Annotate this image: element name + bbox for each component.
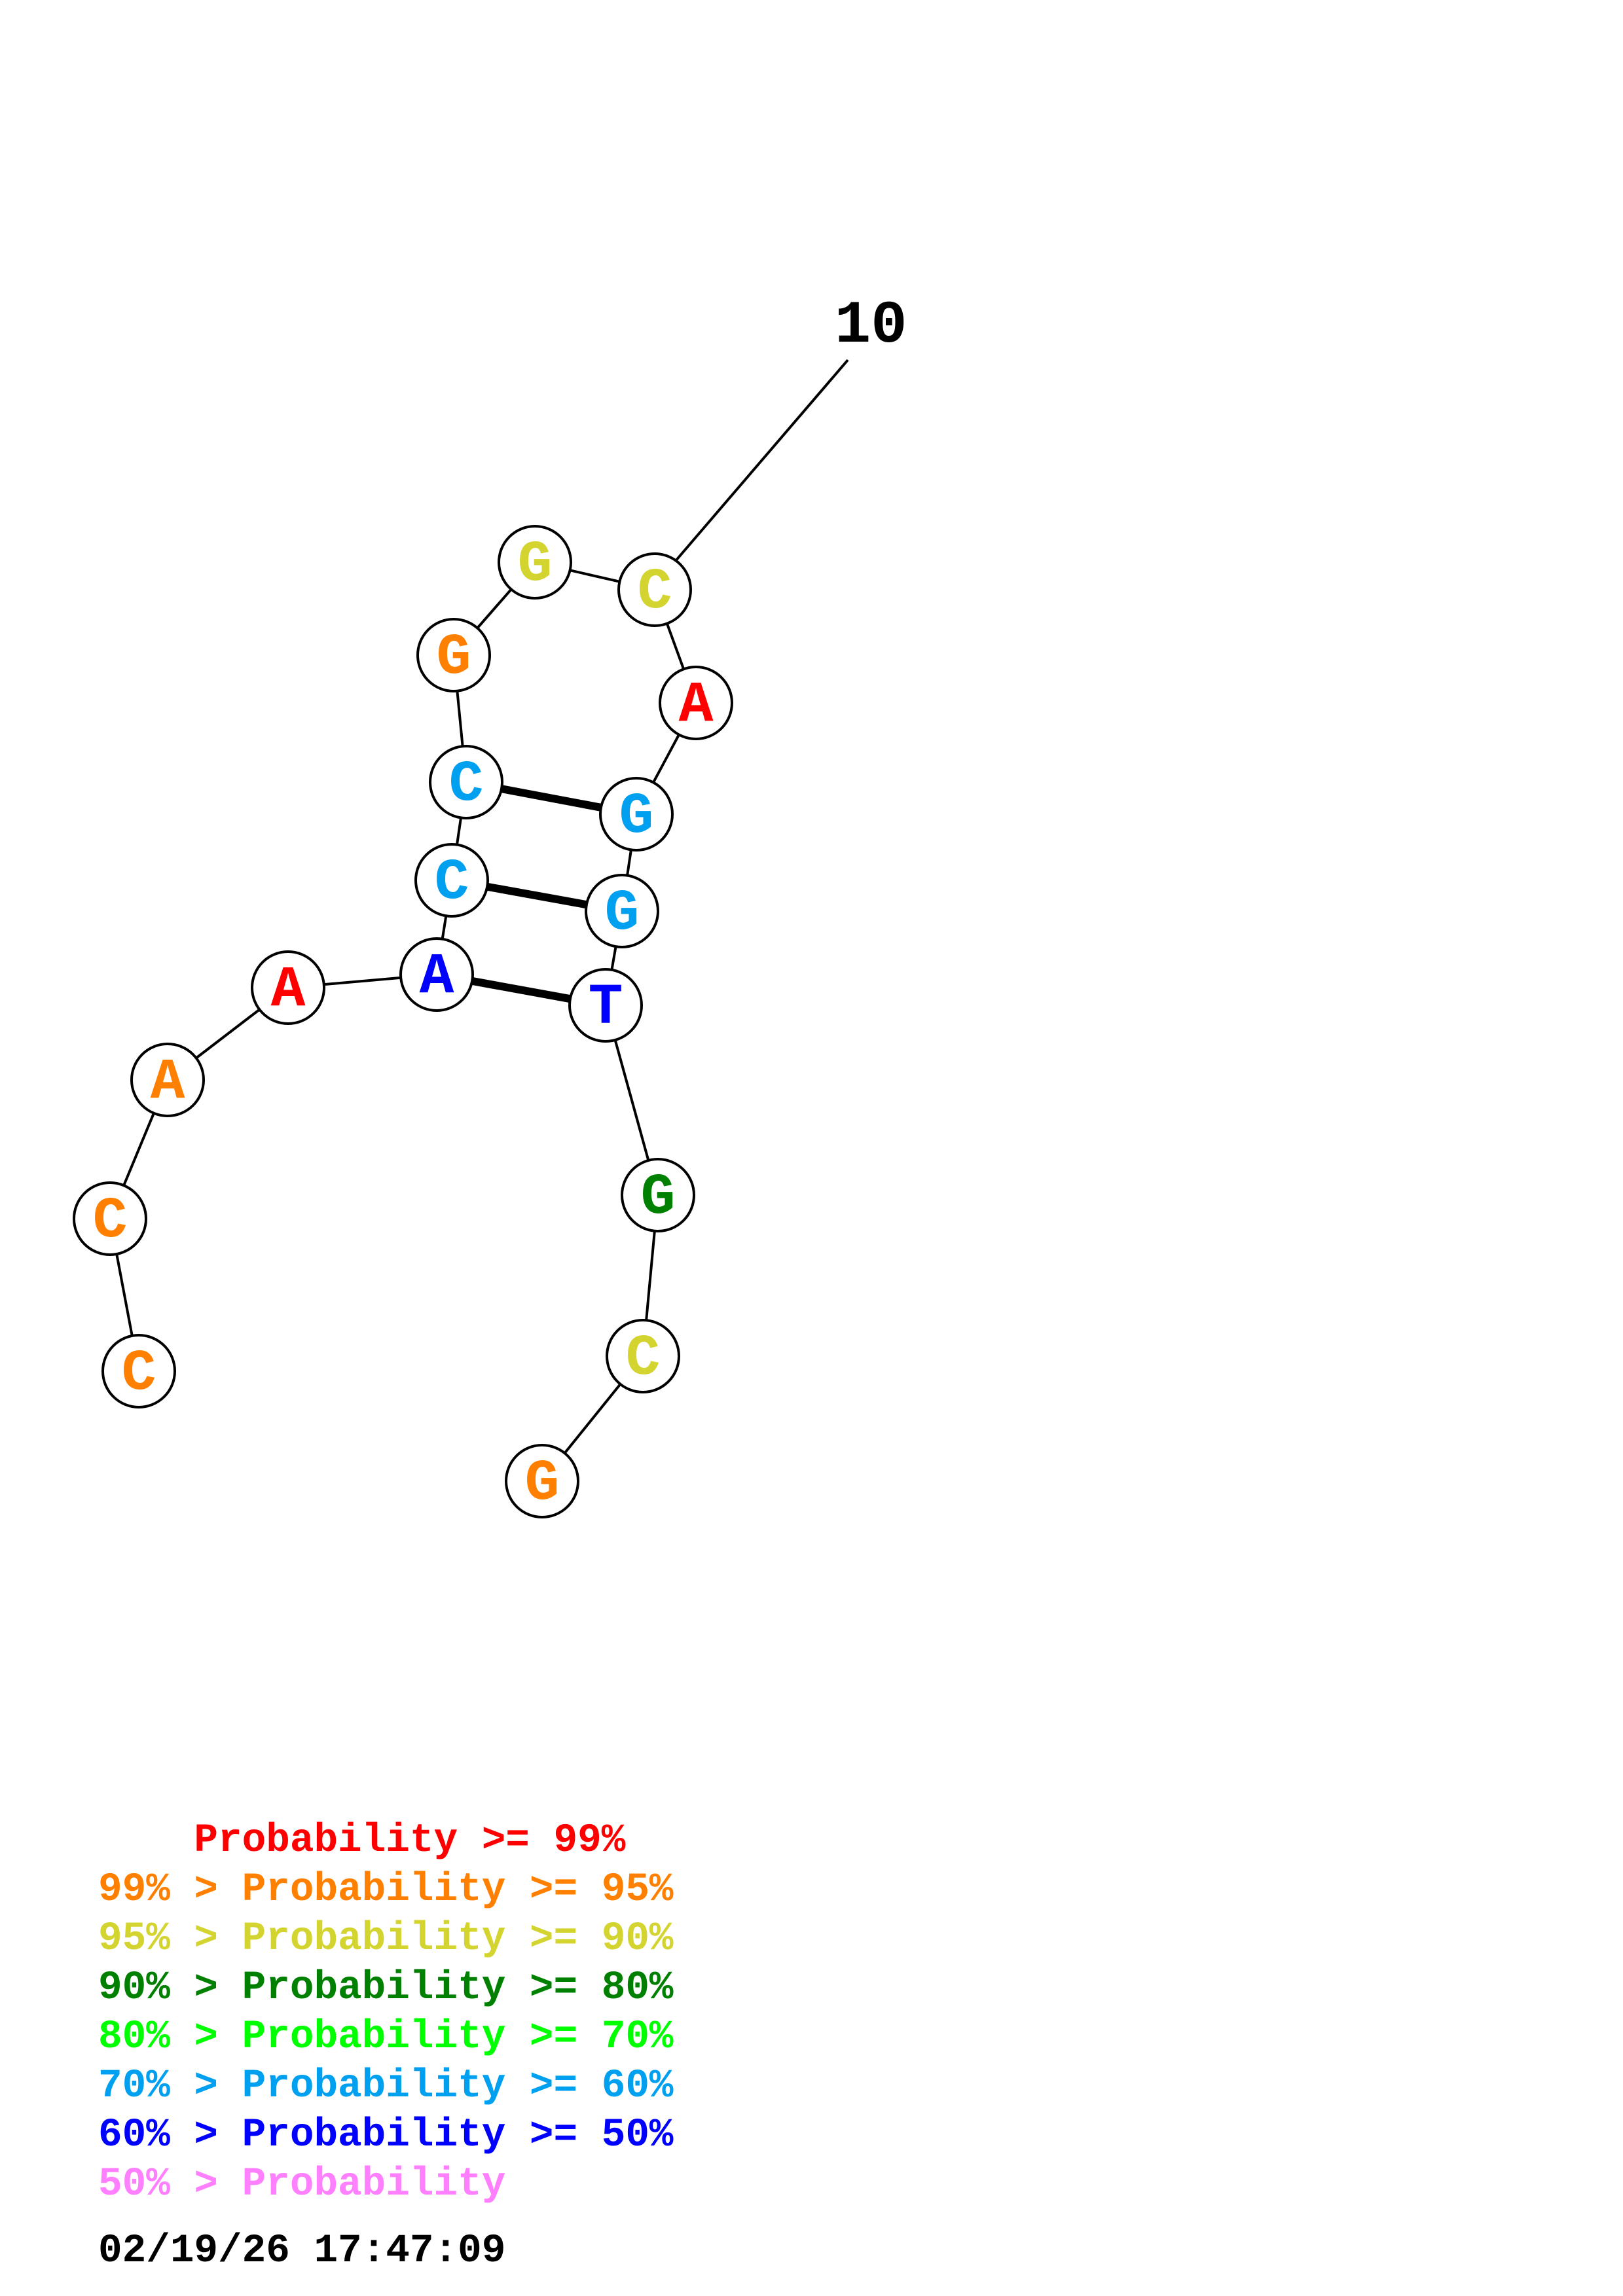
nucleotide-base-letter: A bbox=[151, 1050, 185, 1115]
nucleotide-base-letter: G bbox=[641, 1166, 676, 1230]
nucleotide-circle bbox=[416, 618, 491, 692]
nucleotide-base-letter: C bbox=[449, 753, 484, 817]
nucleotide-circle bbox=[130, 1043, 205, 1117]
nucleotide-circle bbox=[251, 950, 325, 1025]
nucleotide-circle bbox=[659, 666, 733, 740]
nucleotide-base-letter: C bbox=[626, 1327, 661, 1391]
position-label-tick bbox=[670, 359, 849, 567]
nucleotide-14: T bbox=[568, 968, 643, 1043]
nucleotide-circle bbox=[568, 968, 643, 1043]
nucleotide-circle bbox=[621, 1158, 695, 1232]
nucleotide-base-letter: C bbox=[435, 851, 469, 916]
nucleotide-base-letter: C bbox=[93, 1189, 128, 1254]
legend-row: 90% > Probability >= 80% bbox=[98, 1965, 674, 2011]
legend-row: 70% > Probability >= 60% bbox=[98, 2064, 674, 2109]
nucleotide-base-letter: G bbox=[437, 626, 471, 691]
nucleotide-base-letter: A bbox=[679, 673, 714, 738]
nucleotide-circle bbox=[599, 777, 674, 852]
nucleotide-8: G bbox=[416, 618, 491, 692]
nucleotide-base-letter: G bbox=[605, 882, 640, 946]
nucleotide-7: C bbox=[429, 745, 503, 819]
nucleotide-base-letter: G bbox=[619, 785, 654, 850]
nucleotide-13: G bbox=[585, 874, 659, 948]
nucleotide-circle bbox=[498, 525, 572, 600]
nucleotide-base-letter: C bbox=[122, 1342, 156, 1407]
legend-row: Probability >= 99% bbox=[98, 1818, 626, 1863]
nucleotide-15: G bbox=[621, 1158, 695, 1232]
nucleotide-9: G bbox=[498, 525, 572, 600]
nucleotide-11: A bbox=[659, 666, 733, 740]
legend-row: 95% > Probability >= 90% bbox=[98, 1916, 674, 1962]
nucleotide-16: C bbox=[606, 1319, 680, 1393]
nucleotide-6: C bbox=[414, 843, 489, 918]
nucleotide-base-letter: A bbox=[420, 945, 454, 1010]
legend-row: 99% > Probability >= 95% bbox=[98, 1867, 674, 1912]
nucleotide-circle bbox=[505, 1444, 579, 1518]
nucleotide-base-letter: G bbox=[518, 533, 553, 598]
legend-row: 50% > Probability bbox=[98, 2162, 506, 2207]
nucleotide-circle bbox=[414, 843, 489, 918]
nucleotide-2: C bbox=[73, 1181, 147, 1256]
nucleotide-1: C bbox=[101, 1334, 176, 1408]
nucleotide-base-letter: A bbox=[271, 958, 306, 1023]
nucleotide-circle bbox=[101, 1334, 176, 1408]
nucleotide-circle bbox=[399, 937, 474, 1012]
nucleotide-base-letter: T bbox=[589, 976, 623, 1041]
nucleotide-5: A bbox=[399, 937, 474, 1012]
legend-row: 80% > Probability >= 70% bbox=[98, 2015, 674, 2060]
nucleotide-12: G bbox=[599, 777, 674, 852]
timestamp: 02/19/26 17:47:09 bbox=[98, 2229, 506, 2274]
nucleotide-circle bbox=[585, 874, 659, 948]
position-label-10: 10 bbox=[835, 291, 907, 360]
nucleotide-base-letter: C bbox=[638, 560, 672, 625]
probability-legend: Probability >= 99% 99% > Probability >= 9… bbox=[98, 1816, 674, 2209]
nucleotide-base-letter: G bbox=[525, 1452, 560, 1516]
nucleotide-circle bbox=[429, 745, 503, 819]
nucleotide-4: A bbox=[251, 950, 325, 1025]
nucleotide-circle bbox=[617, 552, 692, 627]
nucleotide-circle bbox=[73, 1181, 147, 1256]
legend-row: 60% > Probability >= 50% bbox=[98, 2113, 674, 2158]
nucleotide-10: C bbox=[617, 552, 692, 627]
nucleotide-circle bbox=[606, 1319, 680, 1393]
nucleotide-17: G bbox=[505, 1444, 579, 1518]
nucleotide-3: A bbox=[130, 1043, 205, 1117]
